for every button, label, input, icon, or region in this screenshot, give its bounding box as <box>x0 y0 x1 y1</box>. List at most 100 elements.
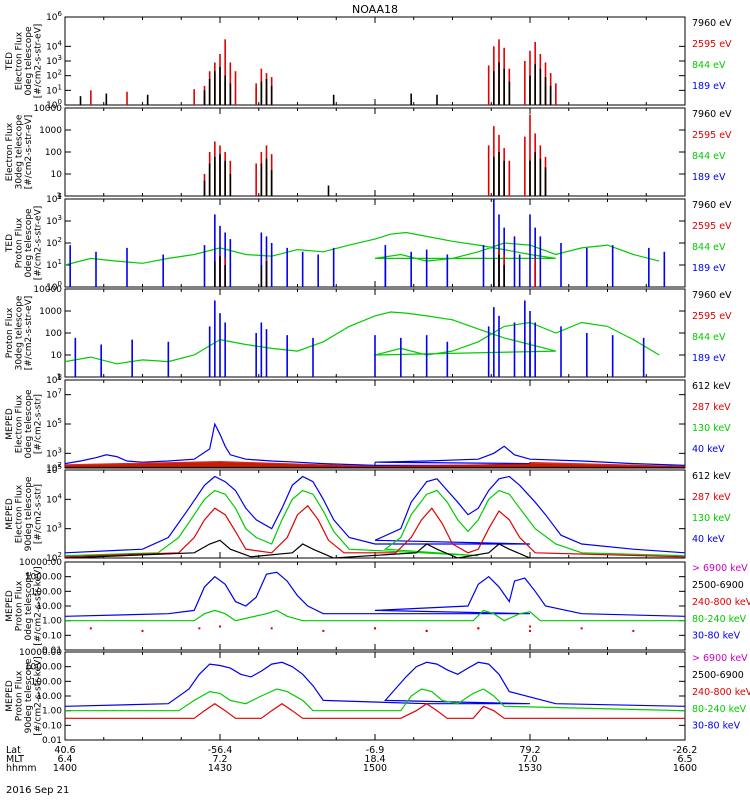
y-axis-label: [#/cm2-s-str-eV] <box>34 24 44 99</box>
x-row-label-hhmm: hhmm <box>6 763 37 774</box>
legend-40-kev: 40 keV <box>692 444 725 455</box>
legend-7960-ev: 7960 eV <box>692 109 732 120</box>
series-287-kev <box>65 504 685 558</box>
y-tick-label: 1.00 <box>42 617 62 627</box>
legend-2500-6900: 2500-6900 <box>692 670 744 681</box>
y-tick-label: 1000 <box>39 126 62 136</box>
legend-6900-kev: > 6900 keV <box>692 653 748 664</box>
legend-189-ev: 189 eV <box>692 263 726 274</box>
y-axis-label: 0deg telescope <box>24 389 34 459</box>
y-tick-label: 1000.00 <box>25 573 62 583</box>
series-240-800-kev-dot <box>374 627 376 630</box>
series-240-800-kev <box>65 702 685 719</box>
legend-189-ev: 189 eV <box>692 172 726 183</box>
x-tick-label-lat: -6.9 <box>366 745 385 756</box>
y-axis-label: TED <box>5 52 15 71</box>
legend-2595-ev: 2595 eV <box>692 39 732 50</box>
series-40-kev <box>65 475 685 554</box>
y-axis-label: [#/cm2-s-str-eV] <box>34 206 44 281</box>
legend-612-kev: 612 keV <box>692 381 731 392</box>
x-tick-label-mlt: 6.4 <box>57 754 72 765</box>
legend-2595-ev: 2595 eV <box>692 311 732 322</box>
series-240-800-kev-dot <box>141 629 144 632</box>
series-30-80-kev <box>65 661 685 707</box>
series-80-240-kev <box>65 609 685 622</box>
y-tick-label: 107 <box>46 388 62 401</box>
y-axis-label: MEPED <box>5 408 15 440</box>
series-group <box>65 571 685 632</box>
x-tick-label-hhmm: 1400 <box>53 763 77 774</box>
y-tick-label: 0.10 <box>42 631 62 641</box>
series-group <box>65 300 660 377</box>
legend-40-kev: 40 keV <box>692 534 725 545</box>
y-axis-label: 0deg telescope <box>24 26 34 96</box>
y-axis-label: [#/cm2-s-str] <box>34 484 44 544</box>
date-label: 2016 Sep 21 <box>6 785 69 796</box>
y-axis-label: Electron Flux <box>15 484 25 543</box>
series-240-800-kev-dot <box>425 629 428 632</box>
panel-8: 0.01 0.10 1.00 10.00 100.00 1000.00 10000.00 ME… <box>5 648 750 746</box>
chart-title: NOAA18 <box>352 3 398 16</box>
panel-frame <box>64 16 686 106</box>
x-tick-label-hhmm: 1500 <box>363 763 387 774</box>
legend-7960-ev: 7960 eV <box>692 290 732 301</box>
y-tick-label: 106 <box>46 10 62 23</box>
series-group <box>79 39 557 105</box>
legend-844-ev: 844 eV <box>692 242 726 253</box>
legend-2595-ev: 2595 eV <box>692 221 732 232</box>
y-axis-label: MEPED <box>5 680 15 712</box>
legend-189-ev: 189 eV <box>692 81 726 92</box>
series-group <box>65 199 666 287</box>
panel-frame <box>64 107 686 197</box>
y-axis-label: Electron Flux <box>15 394 25 453</box>
legend-7960-ev: 7960 eV <box>692 200 732 211</box>
x-tick-label-hhmm: 1600 <box>673 763 697 774</box>
y-axis-label: Proton Flux <box>15 580 25 631</box>
series-130-kev <box>65 489 685 557</box>
panel-2: 1 10 100 1000 10000 Electron Flux 30deg telesc… <box>5 104 732 202</box>
x-tick-label-lat: 40.6 <box>54 745 75 756</box>
series-group <box>65 422 685 468</box>
series-240-800-kev-dot <box>477 627 480 630</box>
y-tick-label: 0.10 <box>42 721 62 731</box>
y-axis-label: [#/cm2-s-str] <box>34 394 44 454</box>
y-tick-label: 103 <box>46 214 62 227</box>
legend-240-800-kev: 240-800 keV <box>692 597 750 608</box>
x-tick-label-lat: -56.4 <box>208 745 233 756</box>
y-tick-label: 104 <box>46 192 62 205</box>
series-240-800-kev-dot <box>529 629 531 632</box>
legend-844-ev: 844 eV <box>692 332 726 343</box>
y-tick-label: 10 <box>51 170 63 180</box>
y-tick-label: 104 <box>46 492 62 505</box>
panel-frame <box>64 198 686 288</box>
legend-2500-6900: 2500-6900 <box>692 580 744 591</box>
y-axis-label: 30deg telescope <box>15 114 25 189</box>
y-tick-label: 10.00 <box>36 692 62 702</box>
x-tick-label-mlt: 7.0 <box>522 754 537 765</box>
series-844-ev <box>65 311 660 365</box>
series-40-kev <box>65 422 685 466</box>
legend-30-80-kev: 30-80 keV <box>692 631 741 642</box>
legend-130-kev: 130 keV <box>692 423 731 434</box>
y-axis-label: Proton Flux <box>15 217 25 268</box>
series-844-ev <box>65 231 660 266</box>
x-tick-label-mlt: 7.2 <box>212 754 227 765</box>
legend-6900-kev: > 6900 keV <box>692 563 748 574</box>
y-axis-label: Proton Flux <box>15 670 25 721</box>
y-tick-label: 10000 <box>33 285 62 295</box>
y-tick-label: 10000 <box>33 104 62 114</box>
series-287-kev-band <box>65 461 220 468</box>
y-tick-label: 10000.00 <box>19 648 62 658</box>
y-tick-label: 1000 <box>39 307 62 317</box>
y-tick-label: 102 <box>46 236 62 249</box>
y-axis-label: [#/cm2-s-str-keV] <box>34 566 44 645</box>
y-tick-label: 0.01 <box>42 736 62 746</box>
legend-844-ev: 844 eV <box>692 60 726 71</box>
legend-30-80-kev: 30-80 keV <box>692 721 741 732</box>
y-axis-label: Electron Flux <box>15 31 25 90</box>
series-240-800-kev-dot <box>198 627 201 630</box>
legend-80-240-kev: 80-240 keV <box>692 614 747 625</box>
series-group <box>203 114 547 196</box>
